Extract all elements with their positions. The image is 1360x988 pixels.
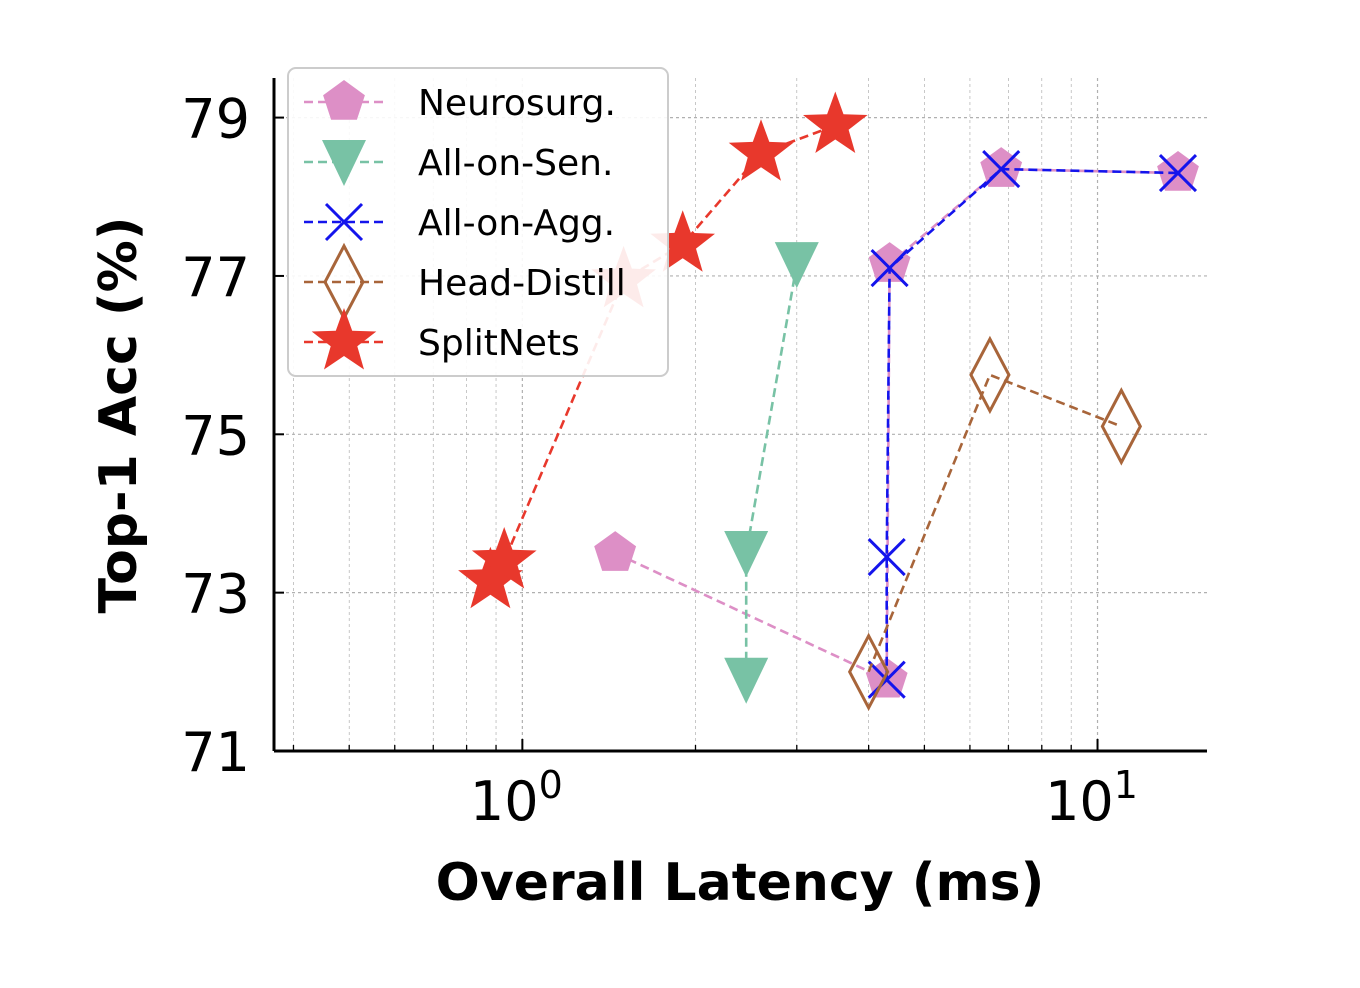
x-tick-base: 10 (1045, 770, 1114, 833)
data-point (594, 531, 637, 571)
legend-marker (324, 202, 364, 242)
x-tick-exponent: 1 (1114, 763, 1138, 807)
data-point (969, 335, 1011, 415)
data-point (1158, 153, 1198, 193)
data-point (1100, 387, 1143, 466)
x-tick-base: 10 (470, 770, 539, 833)
data-point (724, 657, 769, 704)
legend-entry: Neurosurg. (304, 80, 616, 124)
legend-label: Head-Distill (418, 263, 626, 304)
axes-layer (272, 78, 1207, 753)
y-tick-label: 73 (181, 563, 250, 626)
data-point (870, 248, 909, 288)
x-tick-label: 101 (1045, 763, 1138, 833)
x-tick-exponent: 0 (539, 763, 563, 807)
series-head-distill (847, 335, 1143, 712)
series-line (867, 373, 1122, 673)
series-layer (458, 91, 1199, 712)
legend-entry: SplitNets (304, 308, 580, 370)
data-point (728, 119, 794, 181)
data-point (867, 660, 906, 699)
legend-label: SplitNets (418, 323, 580, 364)
y-tick-label: 79 (181, 88, 250, 151)
legend-label: Neurosurg. (418, 83, 616, 124)
legend: Neurosurg. All-on-Sen. All-on-Agg. Head-Dis… (287, 67, 669, 377)
y-tick-label: 77 (181, 246, 250, 309)
grid-layer (274, 78, 1207, 752)
y-axis-title: Top-1 Acc (%) (89, 216, 149, 613)
series-line (744, 263, 799, 680)
data-point (724, 531, 769, 578)
legend-entry: All-on-Sen. (304, 140, 613, 186)
legend-entry: All-on-Agg. (304, 202, 615, 244)
data-point (868, 242, 911, 282)
data-point (803, 91, 868, 153)
series-line (885, 167, 1179, 680)
data-point (867, 537, 906, 577)
data-point (847, 632, 890, 712)
legend-entry: Head-Distill (304, 242, 626, 322)
legend-label: All-on-Agg. (418, 203, 615, 244)
legend-label: All-on-Sen. (418, 143, 613, 184)
y-tick-label: 75 (181, 404, 250, 467)
series-all-on-sen (724, 242, 819, 704)
legend-marker (322, 140, 366, 186)
series-all-on-agg (867, 149, 1198, 699)
data-point (471, 527, 537, 589)
data-point (774, 242, 819, 289)
legend-marker (311, 308, 377, 370)
data-point (650, 210, 715, 272)
legend-frame (287, 67, 669, 377)
data-point (982, 149, 1021, 189)
x-axis-title: Overall Latency (ms) (436, 853, 1045, 913)
y-tick-label: 71 (181, 721, 250, 784)
legend-marker (323, 80, 365, 120)
x-tick-label: 100 (470, 763, 563, 833)
